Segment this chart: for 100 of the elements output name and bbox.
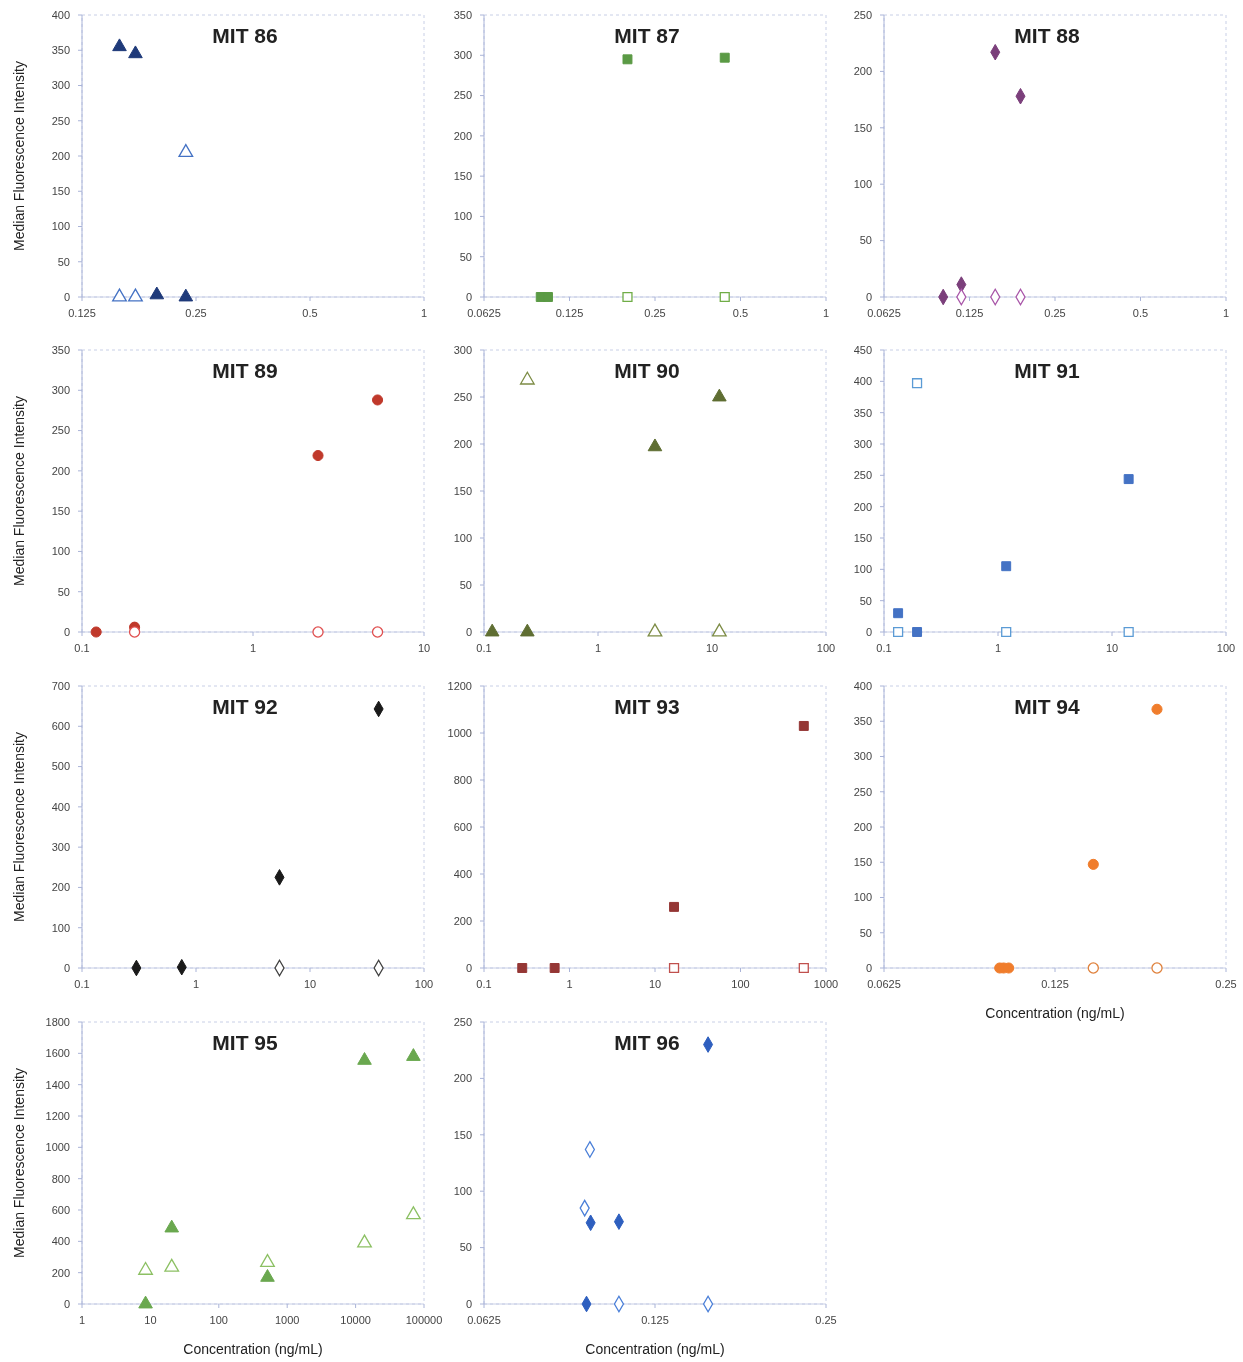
y-tick-label: 350 bbox=[853, 715, 872, 728]
y-tick-label: 100 bbox=[453, 1185, 472, 1198]
y-tick-label: 200 bbox=[453, 914, 472, 927]
y-tick-label: 400 bbox=[853, 375, 872, 388]
y-tick-label: 200 bbox=[853, 65, 872, 78]
y-tick-label: 450 bbox=[853, 343, 872, 356]
x-tick-label: 1 bbox=[249, 642, 257, 654]
x-tick-label: 0.1 bbox=[74, 642, 90, 654]
x-tick-label: 100000 bbox=[405, 1314, 443, 1326]
x-tick-label: 10 bbox=[705, 642, 719, 654]
y-tick-label: 250 bbox=[453, 89, 472, 102]
y-tick-label: 600 bbox=[453, 820, 472, 833]
y-tick-label: 50 bbox=[57, 585, 70, 598]
y-tick-label: 50 bbox=[459, 1241, 472, 1254]
x-axis-title: Concentration (ng/mL) bbox=[985, 1005, 1125, 1021]
x-tick-label: 1 bbox=[594, 642, 602, 654]
y-tick-label: 350 bbox=[51, 44, 70, 57]
y-tick-label: 100 bbox=[853, 563, 872, 576]
x-tick-label: 0.125 bbox=[641, 1314, 669, 1326]
x-tick-label: 10000 bbox=[340, 1314, 371, 1326]
y-tick-label: 0 bbox=[63, 961, 70, 974]
x-tick-label: 100 bbox=[414, 978, 434, 990]
x-tick-label: 1 bbox=[420, 307, 428, 319]
x-tick-label: 0.5 bbox=[732, 307, 749, 319]
y-tick-label: 0 bbox=[865, 625, 872, 638]
y-tick-label: 150 bbox=[853, 856, 872, 869]
x-tick-label: 0.1 bbox=[876, 642, 892, 654]
y-tick-label: 50 bbox=[459, 578, 472, 591]
y-tick-label: 200 bbox=[453, 1072, 472, 1085]
y-tick-label: 50 bbox=[859, 594, 872, 607]
y-tick-label: 250 bbox=[853, 469, 872, 482]
y-tick-label: 500 bbox=[51, 760, 70, 773]
y-tick-label: 150 bbox=[51, 185, 70, 198]
y-tick-label: 100 bbox=[453, 210, 472, 223]
chart-title: MIT 86 bbox=[212, 24, 278, 47]
y-axis-title: Median Fluorescence Intensity bbox=[11, 396, 27, 586]
y-tick-label: 0 bbox=[465, 290, 472, 303]
x-tick-label: 1 bbox=[192, 978, 200, 990]
y-tick-label: 400 bbox=[51, 8, 70, 21]
x-tick-label: 0.25 bbox=[644, 307, 666, 319]
x-tick-label: 0.125 bbox=[955, 307, 984, 319]
x-tick-label: 100 bbox=[816, 642, 836, 654]
x-tick-label: 10 bbox=[303, 978, 317, 990]
x-tick-label: 1 bbox=[78, 1314, 86, 1326]
x-tick-label: 0.0625 bbox=[467, 307, 501, 319]
x-tick-label: 100 bbox=[731, 978, 750, 990]
y-tick-label: 200 bbox=[51, 1266, 70, 1279]
y-tick-label: 300 bbox=[453, 49, 472, 62]
chart-title: MIT 89 bbox=[212, 359, 278, 382]
y-tick-label: 250 bbox=[51, 114, 70, 127]
y-tick-label: 200 bbox=[51, 881, 70, 894]
y-tick-label: 50 bbox=[859, 234, 872, 247]
y-tick-label: 300 bbox=[51, 840, 70, 853]
y-tick-label: 150 bbox=[853, 531, 872, 544]
y-axis-title: Median Fluorescence Intensity bbox=[11, 1068, 27, 1258]
y-axis-title: Median Fluorescence Intensity bbox=[11, 61, 27, 251]
y-tick-label: 350 bbox=[51, 343, 70, 356]
y-tick-label: 400 bbox=[51, 800, 70, 813]
y-tick-label: 250 bbox=[853, 785, 872, 798]
y-tick-label: 800 bbox=[453, 773, 472, 786]
y-tick-label: 0 bbox=[63, 625, 70, 638]
x-tick-label: 0.125 bbox=[1041, 978, 1069, 990]
x-tick-label: 1 bbox=[994, 642, 1002, 654]
x-tick-label: 100 bbox=[1216, 642, 1236, 654]
y-tick-label: 1600 bbox=[45, 1047, 70, 1060]
y-tick-label: 0 bbox=[63, 290, 70, 303]
y-tick-label: 250 bbox=[51, 424, 70, 437]
x-tick-label: 0.25 bbox=[185, 307, 207, 319]
chart-title: MIT 94 bbox=[1014, 695, 1080, 718]
y-tick-label: 100 bbox=[853, 178, 872, 191]
x-tick-label: 1 bbox=[1222, 307, 1230, 319]
y-tick-label: 250 bbox=[853, 8, 872, 21]
x-tick-label: 0.1 bbox=[74, 978, 90, 990]
x-tick-label: 1000 bbox=[274, 1314, 300, 1326]
chart-title: MIT 91 bbox=[1014, 359, 1080, 382]
chart-title: MIT 87 bbox=[614, 24, 680, 47]
x-tick-label: 10 bbox=[1105, 642, 1119, 654]
y-tick-label: 150 bbox=[453, 484, 472, 497]
y-tick-label: 400 bbox=[453, 867, 472, 880]
x-tick-label: 100 bbox=[209, 1314, 228, 1326]
y-tick-label: 0 bbox=[465, 1297, 472, 1310]
x-axis-title: Concentration (ng/mL) bbox=[183, 1341, 323, 1357]
y-tick-label: 200 bbox=[453, 129, 472, 142]
y-tick-label: 300 bbox=[453, 343, 472, 356]
x-tick-label: 0.1 bbox=[476, 642, 492, 654]
y-tick-label: 300 bbox=[853, 750, 872, 763]
y-tick-label: 700 bbox=[51, 679, 70, 692]
x-tick-label: 1 bbox=[566, 978, 573, 990]
y-tick-label: 200 bbox=[853, 820, 872, 833]
x-tick-label: 0.25 bbox=[1044, 307, 1066, 319]
x-tick-label: 10 bbox=[144, 1314, 157, 1326]
y-tick-label: 350 bbox=[853, 406, 872, 419]
y-axis-title: Median Fluorescence Intensity bbox=[11, 732, 27, 922]
x-tick-label: 0.25 bbox=[815, 1314, 837, 1326]
chart-title: MIT 90 bbox=[614, 359, 680, 382]
y-tick-label: 0 bbox=[465, 961, 472, 974]
y-tick-label: 0 bbox=[865, 290, 872, 303]
x-tick-label: 0.0625 bbox=[467, 1314, 501, 1326]
chart-title: MIT 96 bbox=[614, 1031, 680, 1054]
chart-title: MIT 92 bbox=[212, 695, 278, 718]
